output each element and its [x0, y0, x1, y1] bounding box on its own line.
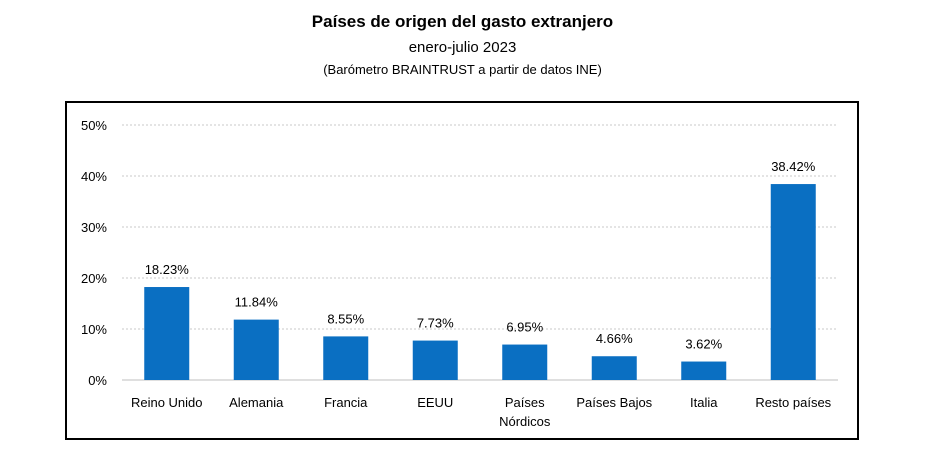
- x-category-label: Italia: [690, 395, 718, 410]
- data-label: 18.23%: [145, 262, 190, 277]
- x-category-label: Países: [505, 395, 545, 410]
- y-axis-ticks: 0% 10% 20% 30% 40% 50%: [81, 118, 107, 388]
- data-label: 3.62%: [685, 337, 722, 352]
- y-tick-label: 0%: [88, 373, 107, 388]
- bar: [770, 184, 816, 380]
- bar: [681, 361, 727, 380]
- x-category-label: Alemania: [229, 395, 284, 410]
- bar: [323, 336, 369, 380]
- x-category-label: Nórdicos: [499, 414, 551, 429]
- x-axis-categories: Reino Unido Alemania Francia EEUU Países Nórd…: [131, 395, 832, 429]
- chart-source: (Barómetro BRAINTRUST a partir de datos …: [323, 62, 602, 77]
- bar: [591, 356, 637, 380]
- y-tick-label: 30%: [81, 220, 107, 235]
- bar: [233, 319, 279, 380]
- data-label: 38.42%: [771, 159, 816, 174]
- chart-frame: [65, 101, 859, 440]
- y-tick-label: 10%: [81, 322, 107, 337]
- gridlines: [122, 124, 838, 381]
- x-category-label: EEUU: [417, 395, 453, 410]
- bar: [144, 287, 190, 380]
- data-label: 8.55%: [327, 311, 364, 326]
- data-label: 6.95%: [506, 320, 543, 335]
- bar: [502, 344, 548, 380]
- data-label: 11.84%: [235, 295, 279, 310]
- x-category-label: Países Bajos: [576, 395, 652, 410]
- x-category-label: Reino Unido: [131, 395, 203, 410]
- data-labels: 18.23% 11.84% 8.55% 7.73% 6.95% 4.66% 3.62% 38.…: [145, 159, 816, 351]
- chart-title: Países de origen del gasto extranjero: [311, 12, 614, 31]
- x-category-label: Francia: [324, 395, 368, 410]
- data-label: 7.73%: [417, 316, 454, 331]
- y-tick-label: 40%: [81, 169, 107, 184]
- data-label: 4.66%: [596, 331, 633, 346]
- x-category-label: Resto países: [755, 395, 831, 410]
- bars: [144, 184, 816, 380]
- y-tick-label: 20%: [81, 271, 107, 286]
- chart-subtitle: enero-julio 2023: [408, 39, 517, 56]
- y-tick-label: 50%: [81, 118, 107, 133]
- bar: [412, 340, 458, 380]
